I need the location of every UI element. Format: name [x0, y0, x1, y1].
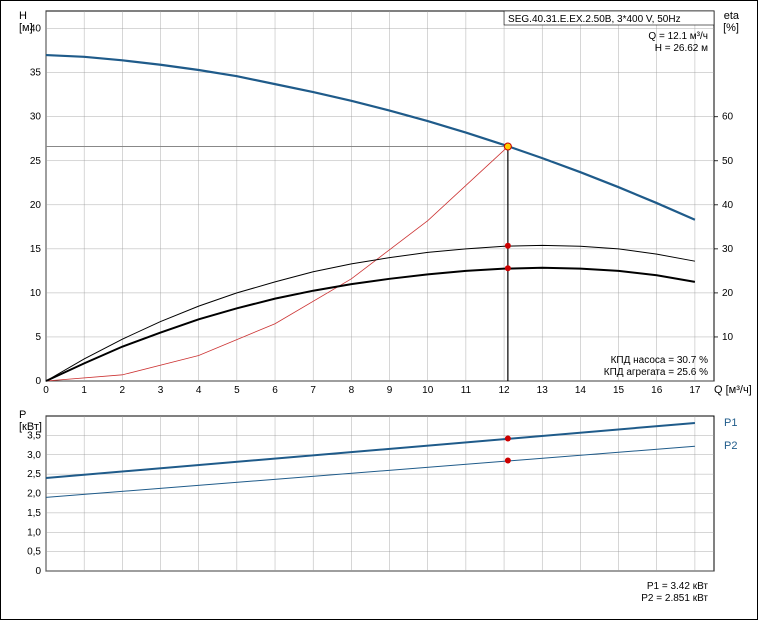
p-tick-label: 0	[35, 566, 41, 577]
chart-svg: 0123456789101112131415161705101520253035…	[1, 1, 758, 621]
x-tick-label: 6	[272, 385, 278, 396]
eff-unit-label: КПД агрегата = 25.6 %	[604, 367, 708, 378]
p-axis-label: P	[19, 409, 26, 421]
y-right-tick-label: 40	[722, 200, 734, 211]
x-tick-label: 3	[158, 385, 164, 396]
x-tick-label: 13	[537, 385, 549, 396]
x-tick-label: 1	[81, 385, 87, 396]
p-tick-label: 1,0	[27, 527, 41, 538]
p1-marker	[505, 435, 511, 441]
eff-pump-marker	[505, 243, 511, 249]
y-right-tick-label: 30	[722, 244, 734, 255]
x-tick-label: 16	[651, 385, 663, 396]
y-right-tick-label: 50	[722, 156, 734, 167]
p1-series-label: P1	[724, 417, 737, 429]
p-tick-label: 2,0	[27, 489, 41, 500]
x-tick-label: 11	[461, 385, 472, 396]
q-axis-label: Q [м³/ч]	[714, 384, 752, 396]
y-left-tick-label: 20	[30, 200, 42, 211]
x-tick-label: 10	[422, 385, 434, 396]
eta-axis-label: eta	[724, 10, 740, 22]
y-right-tick-label: 60	[722, 112, 734, 123]
x-tick-label: 8	[349, 385, 355, 396]
p-tick-label: 1,5	[27, 508, 41, 519]
p-axis-unit: [кВт]	[19, 421, 42, 433]
duty-h-label: H = 26.62 м	[655, 43, 708, 54]
p2-marker	[505, 458, 511, 464]
y-right-tick-label: 10	[722, 332, 734, 343]
h-axis-label: H	[19, 10, 27, 22]
p2-series-label: P2	[724, 440, 737, 452]
x-tick-label: 14	[575, 385, 587, 396]
y-left-tick-label: 0	[35, 376, 41, 387]
h-axis-unit: [м]	[19, 22, 33, 34]
chart-title: SEG.40.31.E.EX.2.50B, 3*400 V, 50Hz	[508, 14, 681, 25]
pump-curve-chart: 0123456789101112131415161705101520253035…	[0, 0, 758, 620]
x-tick-label: 5	[234, 385, 240, 396]
x-tick-label: 17	[689, 385, 701, 396]
y-right-tick-label: 20	[722, 288, 734, 299]
p-tick-label: 2,5	[27, 469, 41, 480]
duty-point-marker	[504, 143, 511, 150]
y-left-tick-label: 35	[30, 68, 42, 79]
x-tick-label: 7	[310, 385, 316, 396]
y-left-tick-label: 10	[30, 288, 42, 299]
x-tick-label: 0	[43, 385, 49, 396]
duty-q-label: Q = 12.1 м³/ч	[648, 31, 708, 42]
top-plot-area	[46, 11, 714, 381]
y-left-tick-label: 30	[30, 112, 42, 123]
eff-unit-marker	[505, 265, 511, 271]
x-tick-label: 2	[120, 385, 126, 396]
p-tick-label: 3,0	[27, 450, 41, 461]
eta-axis-unit: [%]	[723, 22, 739, 34]
y-left-tick-label: 25	[30, 156, 42, 167]
p1-value-label: P1 = 3.42 кВт	[647, 581, 709, 592]
x-tick-label: 15	[613, 385, 625, 396]
p2-value-label: P2 = 2.851 кВт	[641, 593, 708, 604]
p-tick-label: 0,5	[27, 547, 41, 558]
x-tick-label: 12	[498, 385, 510, 396]
y-left-tick-label: 15	[30, 244, 42, 255]
x-tick-label: 9	[387, 385, 393, 396]
x-tick-label: 4	[196, 385, 202, 396]
eff-pump-label: КПД насоса = 30.7 %	[611, 355, 709, 366]
y-left-tick-label: 5	[35, 332, 41, 343]
